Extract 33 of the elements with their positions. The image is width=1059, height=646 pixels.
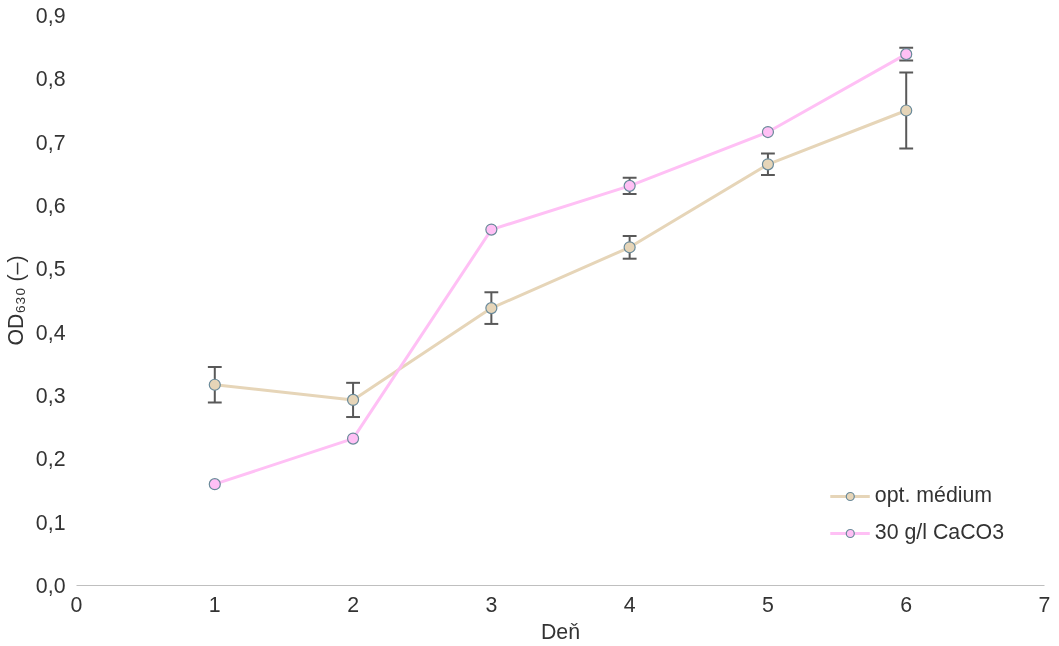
y-axis-title: OD₆₃₀ (–) [3,255,28,346]
x-tick-label: 6 [900,592,913,617]
point [623,241,636,254]
y-tick-label: 0,1 [35,510,66,535]
point [623,179,636,192]
x-tick-label: 7 [1038,592,1051,617]
x-tick-label: 0 [70,592,83,617]
x-tick-label: 3 [485,592,498,617]
y-tick-label: 0,4 [35,320,66,345]
point [208,378,221,391]
y-tick-label: 0,3 [35,384,66,408]
y-tick-label: 0,9 [35,4,66,28]
y-tick-label: 0,5 [35,257,66,282]
point [900,104,913,117]
y-tick-label: 0,0 [35,574,66,598]
point [346,432,360,445]
legend-label: 30 g/l CaCO3 [874,520,1004,545]
y-tick-label: 0,8 [35,67,66,92]
point [485,302,498,315]
x-tick-label: 4 [623,592,636,617]
point [761,125,775,139]
y-tick-label: 0,6 [35,194,66,218]
x-tick-label: 5 [762,592,774,617]
legend-label: opt. médium [874,483,993,508]
point [346,393,360,407]
y-tick-label: 0,7 [35,130,66,155]
x-tick-label: 2 [347,592,360,617]
x-axis-title: Deň [540,619,581,644]
y-tick-label: 0,2 [35,447,66,472]
x-tick-label: 1 [208,592,221,617]
point [761,158,775,171]
point [208,478,221,491]
point [485,223,498,236]
